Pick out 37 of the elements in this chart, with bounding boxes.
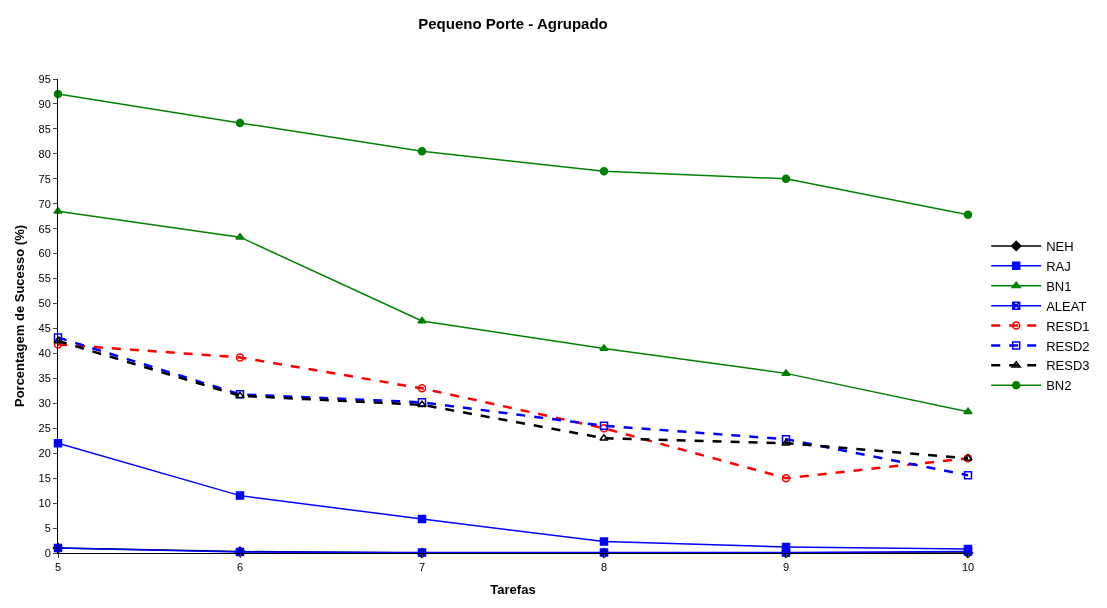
legend-label: BN1 — [1046, 278, 1072, 294]
x-tick-label: 5 — [54, 561, 62, 574]
legend-label: BN2 — [1046, 378, 1072, 394]
y-tick-label: 40 — [38, 347, 51, 360]
legend-label: RESD2 — [1046, 338, 1090, 354]
y-tick-label: 15 — [38, 472, 51, 485]
legend-label: ALEAT — [1046, 298, 1087, 314]
x-tick-label: 6 — [236, 561, 244, 574]
chart-title: Pequeno Porte - Agrupado — [418, 14, 608, 32]
y-tick-label: 5 — [44, 521, 51, 534]
y-tick-label: 80 — [38, 147, 51, 160]
y-tick-label: 70 — [38, 197, 51, 210]
x-tick-label: 10 — [961, 561, 975, 574]
y-tick-label: 20 — [38, 447, 51, 460]
legend-label: RESD3 — [1046, 358, 1090, 374]
y-tick-label: 95 — [38, 72, 51, 85]
y-tick-label: 25 — [38, 422, 51, 435]
y-tick-label: 55 — [38, 272, 51, 285]
y-tick-label: 0 — [44, 546, 51, 559]
x-tick-label: 8 — [600, 561, 608, 574]
legend-label: NEH — [1046, 239, 1074, 255]
y-tick-label: 90 — [38, 97, 51, 110]
y-tick-label: 60 — [38, 247, 51, 260]
y-tick-label: 45 — [38, 322, 51, 335]
x-axis-title: Tarefas — [490, 581, 536, 597]
legend-label: RAJ — [1046, 258, 1071, 274]
legend-label: RESD1 — [1046, 318, 1090, 334]
y-tick-label: 85 — [38, 122, 51, 135]
y-tick-label: 10 — [38, 496, 51, 509]
x-tick-label: 9 — [782, 561, 790, 574]
y-tick-label: 50 — [38, 297, 51, 310]
x-tick-label: 7 — [418, 561, 426, 574]
y-tick-label: 35 — [38, 372, 51, 385]
y-tick-label: 65 — [38, 222, 51, 235]
y-axis-title: Porcentagem de Sucesso (%) — [12, 224, 28, 408]
y-tick-label: 30 — [38, 397, 51, 410]
y-tick-label: 75 — [38, 172, 51, 185]
